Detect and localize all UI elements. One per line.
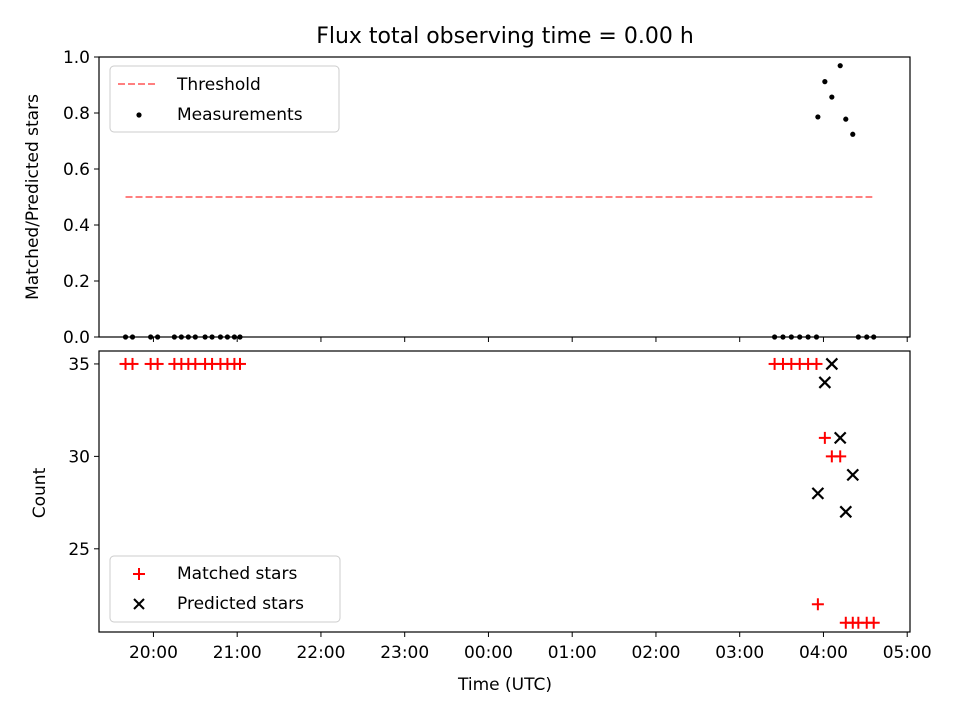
measurements-legend-label: Measurements — [177, 105, 303, 125]
bottom-plot-marks — [119, 357, 880, 629]
top-y-tick-label: 0.6 — [63, 160, 90, 180]
matched-star-point — [151, 357, 164, 370]
predicted-star-point — [825, 357, 839, 371]
x-tick-label: 22:00 — [296, 643, 345, 663]
top-y-tick-label: 0.8 — [63, 104, 90, 124]
bottom-y-tick-label: 25 — [68, 540, 90, 560]
measurement-point — [850, 131, 856, 137]
bottom-x-ticks: 20:00 21:00 22:00 23:00 00:00 01:00 02:00 03:00… — [129, 632, 932, 663]
top-y-ticks: 0.0 0.2 0.4 0.6 0.8 1.0 — [63, 48, 99, 348]
top-y-tick-label: 0.0 — [63, 328, 90, 348]
threshold-legend-label: Threshold — [176, 75, 261, 95]
top-x-ticks — [152, 337, 908, 342]
x-tick-label: 05:00 — [883, 643, 932, 663]
x-tick-label: 01:00 — [548, 643, 597, 663]
measurement-point — [843, 116, 849, 122]
matched-star-point — [811, 598, 824, 611]
matched-star-point — [810, 357, 823, 370]
matched-star-point — [233, 357, 246, 370]
predicted-star-point — [818, 376, 832, 389]
measurement-point — [829, 94, 835, 100]
bottom-y-tick-label: 35 — [68, 355, 90, 375]
bottom-y-axis-label: Count — [30, 467, 50, 518]
predicted-star-point — [839, 505, 853, 519]
predicted-star-point — [833, 431, 847, 445]
bottom-legend-box — [109, 555, 341, 623]
predicted-legend-swatch — [133, 598, 145, 610]
top-legend: Threshold Measurements — [109, 65, 340, 133]
top-y-tick-label: 0.4 — [63, 216, 90, 236]
bottom-y-tick-label: 30 — [68, 447, 90, 467]
x-tick-label: 02:00 — [631, 643, 680, 663]
x-tick-label: 20:00 — [129, 643, 178, 663]
matched-star-point — [818, 431, 831, 444]
matched-legend-swatch — [133, 568, 145, 580]
matched-star-point — [867, 616, 880, 629]
bottom-plot-frame — [98, 350, 911, 633]
top-y-tick-label: 0.2 — [63, 272, 90, 292]
top-legend-box — [109, 65, 340, 133]
matched-star-point — [126, 357, 139, 370]
top-plot: 0.0 0.2 0.4 0.6 0.8 1.0 Matched/Predicted sta… — [23, 48, 911, 348]
matched-legend-label: Matched stars — [177, 564, 297, 584]
predicted-star-point — [846, 468, 860, 482]
x-tick-label: 03:00 — [715, 643, 764, 663]
predicted-legend-label: Predicted stars — [177, 594, 304, 614]
top-plot-frame — [98, 56, 911, 338]
x-tick-label: 04:00 — [799, 643, 848, 663]
x-tick-label: 00:00 — [464, 643, 513, 663]
predicted-star-point — [811, 487, 825, 500]
chart-title: Flux total observing time = 0.00 h — [316, 24, 694, 49]
bottom-y-ticks: 25 30 35 — [68, 355, 99, 560]
measurement-point — [815, 114, 821, 120]
x-axis-label: Time (UTC) — [457, 675, 552, 695]
measurement-point — [822, 79, 828, 85]
top-y-tick-label: 1.0 — [63, 48, 90, 68]
bottom-legend: Matched stars Predicted stars — [109, 555, 341, 623]
measurements-legend-swatch — [136, 112, 142, 118]
top-y-axis-label: Matched/Predicted stars — [23, 94, 43, 300]
matched-star-point — [834, 450, 847, 463]
measurement-point — [837, 63, 843, 69]
x-tick-label: 21:00 — [213, 643, 262, 663]
bottom-plot: 25 30 35 20:00 21:00 22:00 23:00 00:00 01:00 02:… — [30, 350, 932, 695]
x-tick-label: 23:00 — [380, 643, 429, 663]
